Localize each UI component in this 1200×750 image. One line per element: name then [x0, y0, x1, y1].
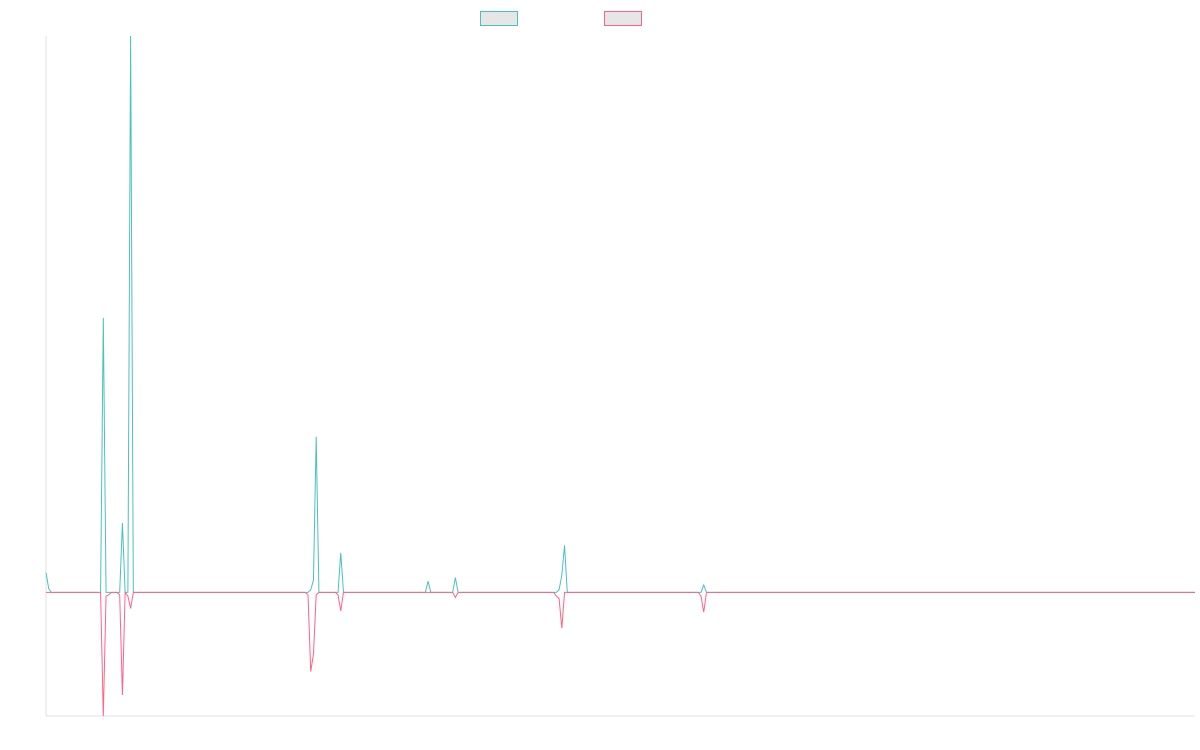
- series-line-a: [45, 35, 1195, 593]
- legend: [0, 9, 1200, 27]
- series-group: [45, 35, 1195, 717]
- legend-item-series-a[interactable]: [480, 9, 524, 27]
- legend-swatch-series-a: [480, 10, 518, 26]
- legend-swatch-series-b: [604, 10, 642, 26]
- series-line-b: [46, 590, 1195, 717]
- legend-item-series-b[interactable]: [604, 9, 648, 27]
